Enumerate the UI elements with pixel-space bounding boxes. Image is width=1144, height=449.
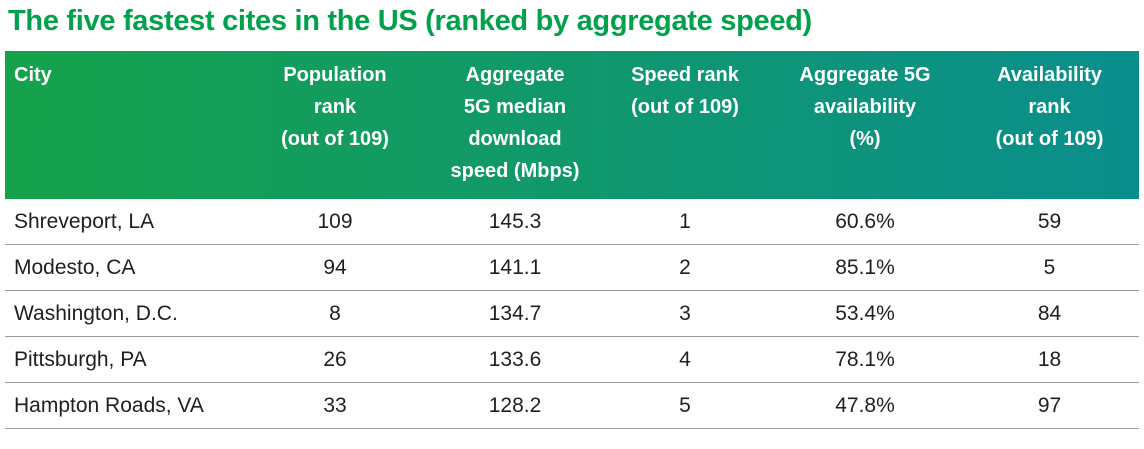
table-row: Modesto, CA 94 141.1 2 85.1% 5 bbox=[5, 244, 1139, 292]
cell-download-speed: 128.2 bbox=[430, 382, 600, 430]
cell-availability: 78.1% bbox=[770, 336, 960, 384]
cell-availability-rank: 97 bbox=[960, 382, 1139, 430]
cell-availability: 85.1% bbox=[770, 244, 960, 292]
cell-download-speed: 145.3 bbox=[430, 198, 600, 246]
cell-city: Washington, D.C. bbox=[5, 290, 240, 338]
cell-speed-rank: 3 bbox=[600, 290, 770, 338]
cell-population-rank: 8 bbox=[240, 290, 430, 338]
cell-city: Hampton Roads, VA bbox=[5, 382, 240, 430]
cell-city: Pittsburgh, PA bbox=[5, 336, 240, 384]
cell-availability: 60.6% bbox=[770, 198, 960, 246]
header-row: City Population rank (out of 109) Aggreg… bbox=[5, 50, 1139, 199]
cell-population-rank: 26 bbox=[240, 336, 430, 384]
header-availability-rank: Availability rank (out of 109) bbox=[995, 63, 1104, 150]
cell-download-speed: 134.7 bbox=[430, 290, 600, 338]
cell-availability-rank: 84 bbox=[960, 290, 1139, 338]
cell-speed-rank: 1 bbox=[600, 198, 770, 246]
figure-title: The five fastest cites in the US (ranked… bbox=[8, 5, 812, 37]
header-population-rank: Population rank (out of 109) bbox=[281, 63, 389, 150]
cell-population-rank: 94 bbox=[240, 244, 430, 292]
header-city: City bbox=[14, 63, 52, 86]
table-row: Washington, D.C. 8 134.7 3 53.4% 84 bbox=[5, 290, 1139, 338]
cell-availability: 47.8% bbox=[770, 382, 960, 430]
table-row: Hampton Roads, VA 33 128.2 5 47.8% 97 bbox=[5, 382, 1139, 430]
fastest-cities-table: City Population rank (out of 109) Aggreg… bbox=[5, 50, 1139, 430]
cell-city: Shreveport, LA bbox=[5, 198, 240, 246]
cell-speed-rank: 5 bbox=[600, 382, 770, 430]
cell-speed-rank: 4 bbox=[600, 336, 770, 384]
cell-availability-rank: 5 bbox=[960, 244, 1139, 292]
header-availability: Aggregate 5G availability (%) bbox=[799, 63, 931, 150]
cell-population-rank: 109 bbox=[240, 198, 430, 246]
cell-city: Modesto, CA bbox=[5, 244, 240, 292]
header-download-speed: Aggregate 5G median download speed (Mbps… bbox=[450, 63, 580, 182]
cell-population-rank: 33 bbox=[240, 382, 430, 430]
header-speed-rank: Speed rank (out of 109) bbox=[631, 63, 739, 118]
cell-download-speed: 141.1 bbox=[430, 244, 600, 292]
cell-availability: 53.4% bbox=[770, 290, 960, 338]
cell-availability-rank: 18 bbox=[960, 336, 1139, 384]
table-row: Shreveport, LA 109 145.3 1 60.6% 59 bbox=[5, 198, 1139, 246]
table-row: Pittsburgh, PA 26 133.6 4 78.1% 18 bbox=[5, 336, 1139, 384]
cell-speed-rank: 2 bbox=[600, 244, 770, 292]
cell-download-speed: 133.6 bbox=[430, 336, 600, 384]
cell-availability-rank: 59 bbox=[960, 198, 1139, 246]
